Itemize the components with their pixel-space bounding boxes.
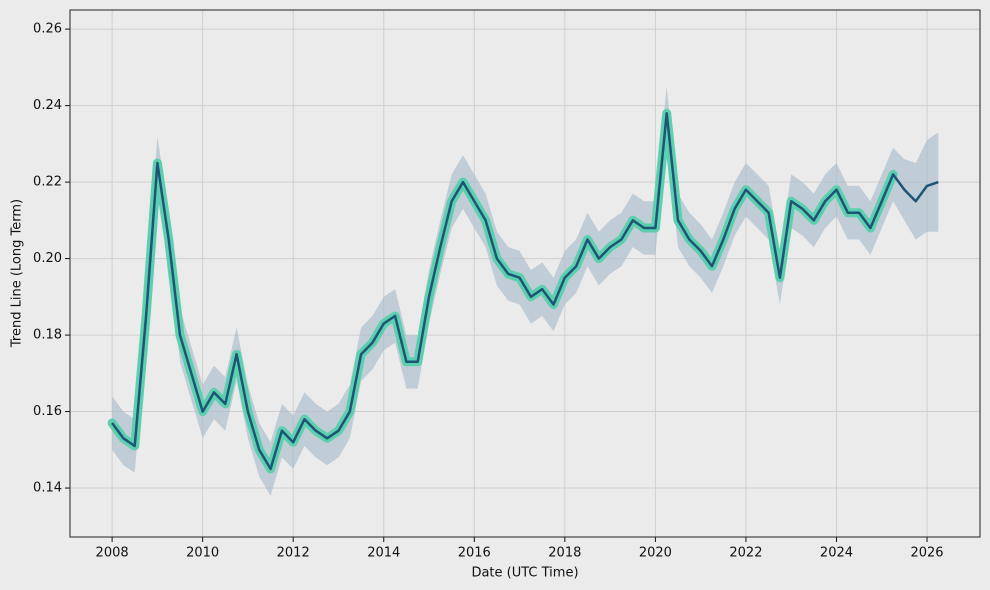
y-tick-label: 0.14 <box>33 481 62 496</box>
x-tick-label: 2018 <box>548 546 581 561</box>
x-tick-label: 2016 <box>458 546 491 561</box>
x-tick-label: 2010 <box>186 546 219 561</box>
y-axis-label: Trend Line (Long Term) <box>10 199 25 348</box>
x-axis-label: Date (UTC Time) <box>471 566 578 581</box>
y-tick-label: 0.18 <box>33 328 62 343</box>
trend-line <box>111 112 939 471</box>
x-tick-label: 2012 <box>277 546 310 561</box>
y-tick-label: 0.16 <box>33 404 62 419</box>
x-tick-label: 2026 <box>910 546 943 561</box>
plot-frame <box>69 9 981 538</box>
x-tick-label: 2014 <box>367 546 400 561</box>
x-tick-label: 2022 <box>729 546 762 561</box>
y-tick-label: 0.24 <box>33 98 62 113</box>
y-tick-label: 0.20 <box>33 251 62 266</box>
y-tick-label: 0.26 <box>33 22 62 37</box>
x-tick-label: 2024 <box>820 546 853 561</box>
x-tick-label: 2020 <box>639 546 672 561</box>
x-tick-label: 2008 <box>96 546 129 561</box>
y-tick-label: 0.22 <box>33 175 62 190</box>
